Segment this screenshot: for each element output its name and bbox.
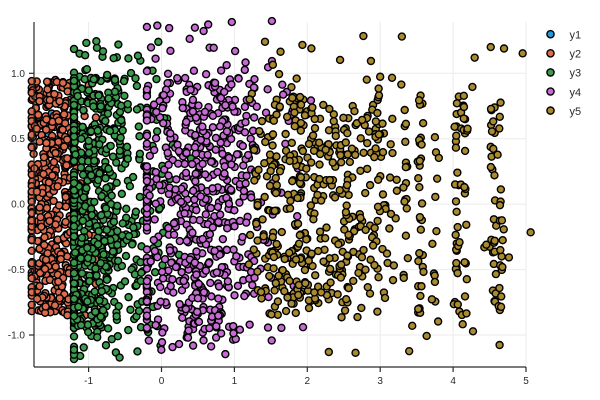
svg-text:y1: y1 [570, 30, 582, 42]
svg-text:0.0: 0.0 [11, 200, 25, 211]
svg-text:2: 2 [305, 376, 311, 387]
svg-text:y3: y3 [570, 68, 582, 80]
svg-text:y4: y4 [570, 87, 582, 99]
svg-text:y5: y5 [570, 106, 582, 118]
svg-text:5: 5 [523, 376, 529, 387]
svg-text:1.0: 1.0 [11, 69, 25, 80]
svg-text:-0.5: -0.5 [8, 265, 26, 276]
svg-text:0: 0 [159, 376, 165, 387]
svg-text:4: 4 [450, 376, 456, 387]
svg-text:1: 1 [232, 376, 238, 387]
svg-text:-1.0: -1.0 [8, 331, 26, 342]
svg-text:-1: -1 [84, 376, 93, 387]
svg-text:3: 3 [377, 376, 383, 387]
svg-text:0.5: 0.5 [11, 134, 25, 145]
svg-text:y2: y2 [570, 49, 582, 61]
